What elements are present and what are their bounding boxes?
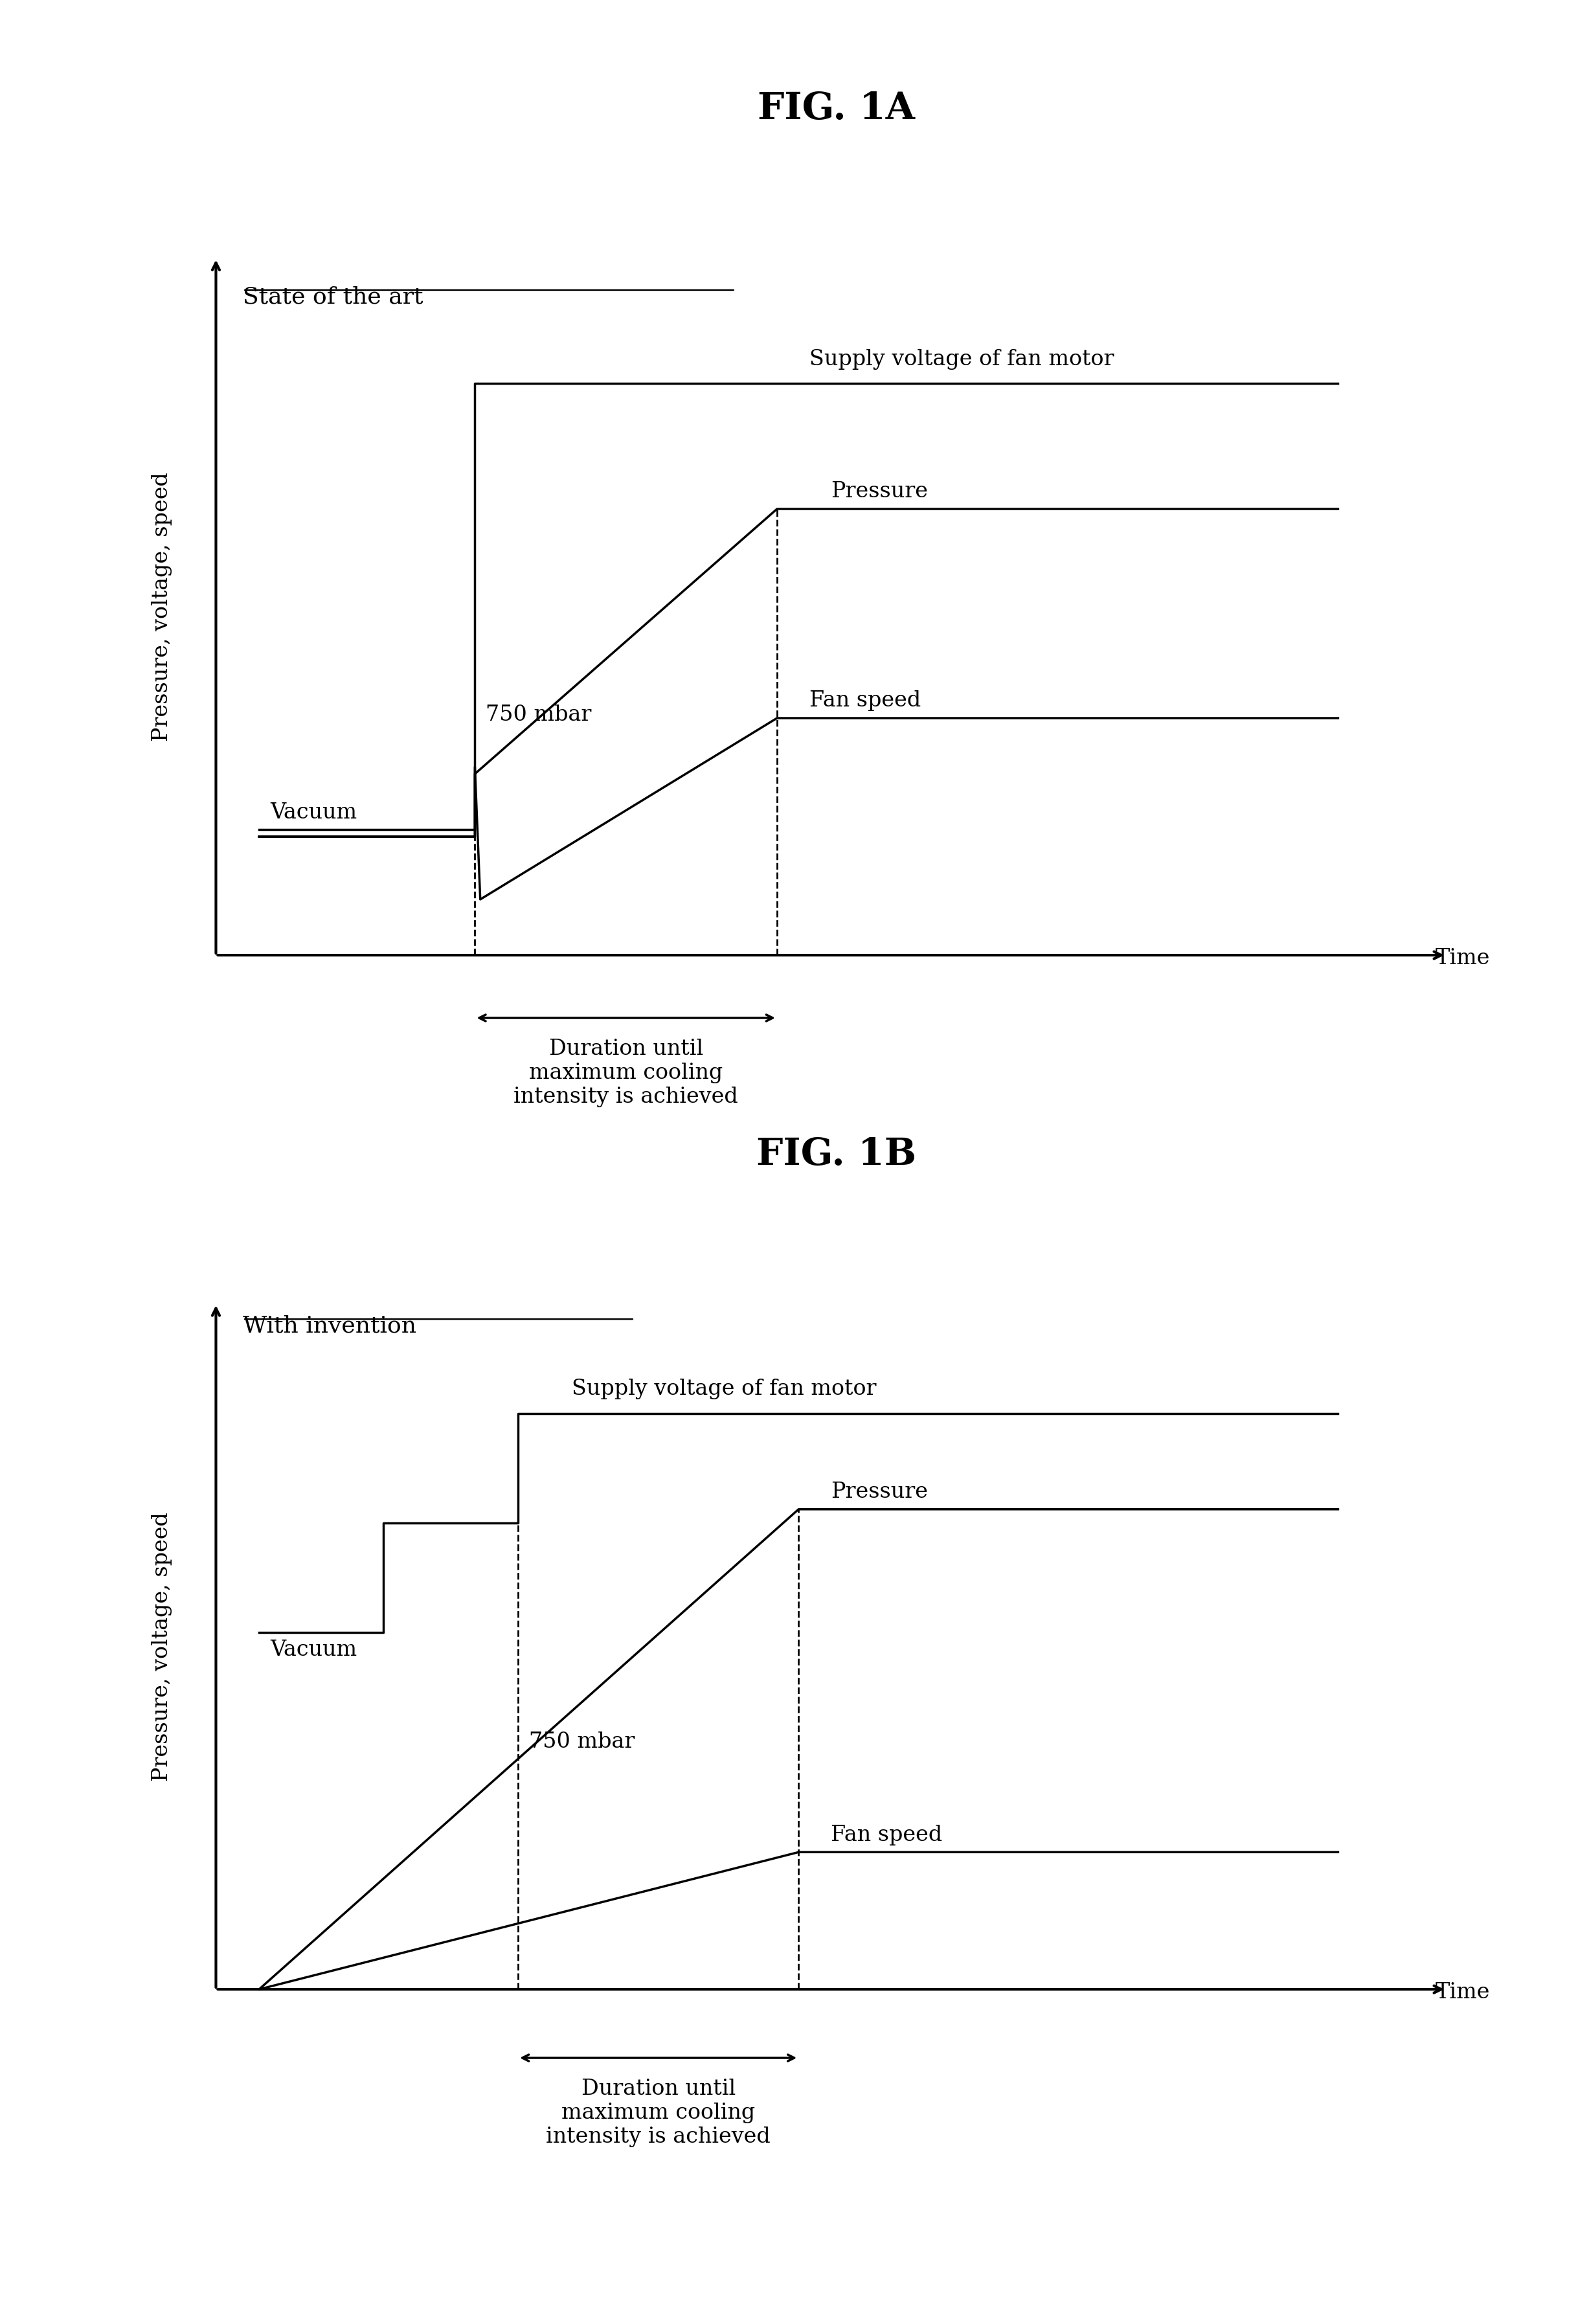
Text: Time: Time (1434, 948, 1490, 969)
Text: Time: Time (1434, 1982, 1490, 2003)
Text: 750 mbar: 750 mbar (529, 1731, 634, 1752)
Text: Supply voltage of fan motor: Supply voltage of fan motor (810, 349, 1114, 370)
Text: 750 mbar: 750 mbar (486, 704, 592, 725)
Text: Supply voltage of fan motor: Supply voltage of fan motor (571, 1378, 877, 1399)
Text: State of the art: State of the art (243, 286, 423, 307)
Text: Duration until
maximum cooling
intensity is achieved: Duration until maximum cooling intensity… (514, 1039, 739, 1109)
Text: Fan speed: Fan speed (832, 1824, 942, 1845)
Text: Pressure: Pressure (832, 1483, 928, 1501)
Text: With invention: With invention (243, 1315, 417, 1336)
Text: Duration until
maximum cooling
intensity is achieved: Duration until maximum cooling intensity… (546, 2078, 770, 2147)
Text: FIG. 1A: FIG. 1A (757, 91, 915, 128)
Text: Vacuum: Vacuum (270, 1638, 357, 1659)
Text: Pressure, voltage, speed: Pressure, voltage, speed (151, 1513, 172, 1780)
Text: Pressure, voltage, speed: Pressure, voltage, speed (151, 472, 172, 741)
Text: Vacuum: Vacuum (270, 802, 357, 823)
Text: Fan speed: Fan speed (810, 690, 922, 711)
Text: Pressure: Pressure (832, 481, 928, 502)
Text: FIG. 1B: FIG. 1B (756, 1136, 917, 1174)
